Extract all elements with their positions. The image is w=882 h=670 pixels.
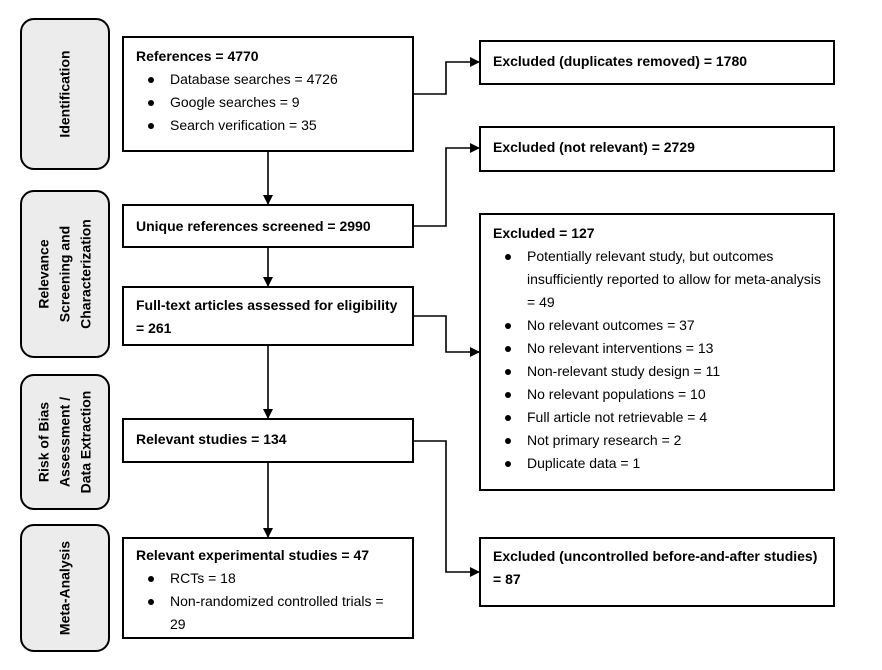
excluded-item-no-interventions: No relevant interventions = 13 <box>493 337 821 360</box>
excluded-item-study-design: Non-relevant study design = 11 <box>493 360 821 383</box>
excluded-item-insufficient-outcomes: Potentially relevant study, but outcomes… <box>493 245 821 314</box>
excluded-127-title: Excluded = 127 <box>493 225 595 241</box>
experimental-item-nrct: Non-randomized controlled trials = 29 <box>136 590 400 636</box>
arrow-relevant-to-uncontrolled <box>414 440 480 577</box>
fulltext-box: Full-text articles assessed for eligibil… <box>122 286 414 346</box>
references-list: Database searches = 4726 Google searches… <box>136 68 400 137</box>
excluded-127-list: Potentially relevant study, but outcomes… <box>493 245 821 475</box>
excluded-item-not-primary: Not primary research = 2 <box>493 429 821 452</box>
relevant-experimental-list: RCTs = 18 Non-randomized controlled tria… <box>136 567 400 636</box>
excluded-item-no-outcomes: No relevant outcomes = 37 <box>493 314 821 337</box>
relevant-experimental-box: Relevant experimental studies = 47 RCTs … <box>122 537 414 639</box>
fulltext-title: Full-text articles assessed for eligibil… <box>136 297 398 336</box>
excluded-not-relevant-box: Excluded (not relevant) = 2729 <box>479 126 835 172</box>
excluded-item-not-retrievable: Full article not retrievable = 4 <box>493 406 821 429</box>
excluded-duplicates-box: Excluded (duplicates removed) = 1780 <box>479 40 835 85</box>
unique-screened-title: Unique references screened = 2990 <box>136 218 371 234</box>
references-box: References = 4770 Database searches = 47… <box>122 36 414 152</box>
arrow-references-to-duplicates <box>414 57 480 95</box>
references-item-google: Google searches = 9 <box>136 91 400 114</box>
excluded-item-duplicate-data: Duplicate data = 1 <box>493 452 821 475</box>
relevant-studies-box: Relevant studies = 134 <box>122 418 414 463</box>
references-item-verification: Search verification = 35 <box>136 114 400 137</box>
experimental-item-rcts: RCTs = 18 <box>136 567 400 590</box>
excluded-uncontrolled-title: Excluded (uncontrolled before-and-after … <box>493 548 818 587</box>
excluded-item-no-populations: No relevant populations = 10 <box>493 383 821 406</box>
excluded-uncontrolled-box: Excluded (uncontrolled before-and-after … <box>479 537 835 607</box>
arrow-unique-to-not-relevant <box>414 143 480 227</box>
arrow-fulltext-to-excluded-127 <box>414 315 480 357</box>
phase-identification: Identification <box>20 18 110 170</box>
unique-screened-box: Unique references screened = 2990 <box>122 204 414 248</box>
phase-relevance-screening: Relevance Screening and Characterization <box>20 190 110 358</box>
excluded-not-relevant-title: Excluded (not relevant) = 2729 <box>493 139 695 155</box>
phase-risk-of-bias: Risk of Bias Assessment / Data Extractio… <box>20 374 110 510</box>
relevant-studies-title: Relevant studies = 134 <box>136 431 287 447</box>
relevant-experimental-title: Relevant experimental studies = 47 <box>136 547 370 563</box>
references-item-database: Database searches = 4726 <box>136 68 400 91</box>
phase-meta-analysis: Meta-Analysis <box>20 524 110 652</box>
excluded-duplicates-title: Excluded (duplicates removed) = 1780 <box>493 53 748 69</box>
excluded-127-box: Excluded = 127 Potentially relevant stud… <box>479 213 835 491</box>
references-title: References = 4770 <box>136 48 259 64</box>
